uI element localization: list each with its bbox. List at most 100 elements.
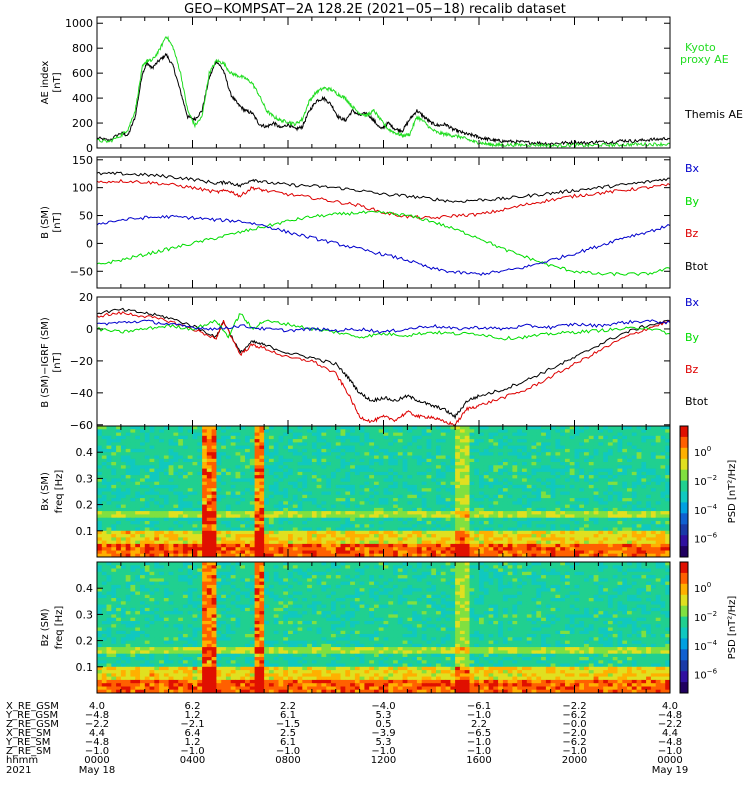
psd-cell [660,511,666,515]
psd-cell [407,524,413,529]
psd-cell [259,521,265,525]
psd-cell [431,547,437,551]
psd-cell [173,478,179,483]
psd-cell [106,527,112,532]
psd-cell [536,439,542,443]
psd-cell [416,488,423,492]
psd-cell [660,426,666,430]
psd-cell [555,530,561,535]
psd-cell [173,553,179,558]
psd-cell [483,435,490,440]
psd-cell [426,455,432,460]
psd-cell [230,540,236,545]
psd-cell [579,527,585,532]
psd-cell [216,465,222,470]
psd-cell [598,517,604,522]
psd-cell [560,484,566,489]
psd-cell [354,475,361,479]
psd-cell [579,448,585,453]
psd-cell [617,452,623,456]
psd-cell [459,504,466,509]
psd-cell [202,445,208,450]
psd-cell [187,511,193,515]
psd-cell [326,448,332,453]
psd-cell [517,547,523,551]
psd-cell [469,494,475,499]
psd-cell [378,462,384,466]
psd-cell [584,478,590,483]
psd-cell [631,517,638,522]
psd-cell [130,458,136,463]
psd-cell [479,462,485,466]
psd-cell [331,471,337,476]
psd-cell [655,478,661,483]
psd-cell [254,465,260,470]
psd-cell [149,517,155,522]
psd-cell [278,494,284,499]
psd-cell [483,432,490,437]
psd-cell [144,501,151,506]
psd-cell [646,511,652,515]
psd-cell [326,537,332,542]
psd-cell [522,458,528,463]
psd-cell [321,442,327,447]
psd-cell [221,435,227,440]
psd-cell [307,452,313,456]
psd-cell [350,494,356,499]
psd-cell [421,537,427,542]
psd-cell [416,514,423,519]
psd-cell [192,455,198,460]
psd-cell [111,429,117,434]
psd-cell [225,484,232,489]
psd-cell [665,468,671,473]
psd-cell [97,494,103,499]
psd-cell [364,475,370,479]
psd-cell [316,445,322,450]
psd-cell [507,458,513,463]
psd-cell [584,435,590,440]
psd-cell [522,478,528,483]
psd-cell [459,452,466,456]
psd-cell [388,550,394,555]
psd-cell [374,455,380,460]
psd-cell [307,521,313,525]
psd-cell [445,429,451,434]
psd-cell [202,521,208,525]
psd-cell [268,452,275,456]
psd-cell [660,527,666,532]
psd-cell [426,547,432,551]
psd-cell [216,445,222,450]
psd-cell [655,429,661,434]
psd-cell [378,534,384,538]
psd-cell [574,484,580,489]
psd-cell [450,445,456,450]
psd-cell [225,481,232,486]
psd-cell [646,550,652,555]
psd-cell [636,547,642,551]
psd-cell [311,514,318,519]
psd-cell [359,471,365,476]
psd-cell [230,553,236,558]
psd-cell [130,445,136,450]
psd-cell [536,458,542,463]
psd-cell [168,498,174,502]
psd-cell [173,439,179,443]
psd-cell [412,534,418,538]
psd-cell [135,517,141,522]
psd-cell [584,514,590,519]
psd-cell [211,543,217,548]
psd-cell [264,478,270,483]
psd-cell [149,514,155,519]
legend-bx: Bx [685,162,700,175]
psd-cell [106,432,112,437]
psd-cell [507,448,513,453]
psd-cell [469,524,475,529]
psd-cell [163,494,170,499]
psd-cell [268,468,275,473]
psd-cell [617,507,623,512]
psd-cell [416,458,423,463]
psd-cell [254,550,260,555]
psd-cell [650,498,657,502]
psd-cell [407,435,413,440]
psd-cell [216,481,222,486]
